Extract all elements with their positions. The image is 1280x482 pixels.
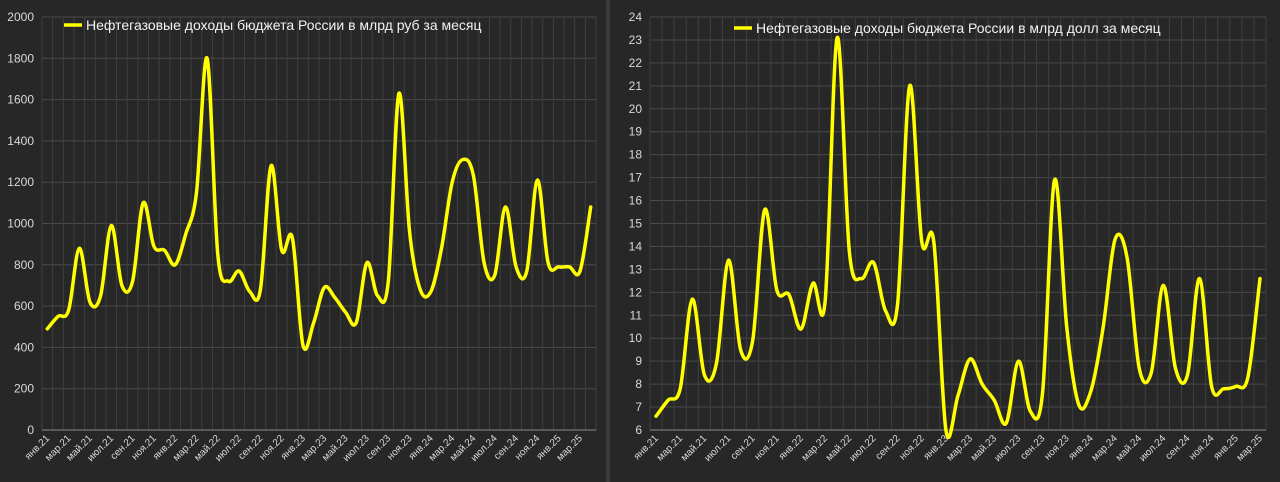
y-tick-label: 6 [635, 423, 642, 437]
x-tick: ноя.22 [897, 433, 927, 463]
x-tick: июл.21 [703, 433, 734, 464]
legend: Нефтегазовые доходы бюджета России в млр… [734, 20, 1161, 36]
x-tick-label: ноя.24 [1187, 433, 1217, 463]
x-tick: ноя.23 [1042, 433, 1072, 463]
y-tick-label: 20 [629, 102, 643, 116]
x-tick-label: сен.22 [874, 433, 903, 462]
x-tick: сен.21 [729, 433, 758, 462]
y-tick-label: 18 [629, 148, 643, 162]
chart-panel-rub: 0 200 400 600 800 1000 1200 1400 1600 1800 2000 янв… [0, 0, 606, 482]
y-tick-label: 1000 [7, 217, 34, 231]
x-tick-label: сен.23 [1018, 433, 1047, 462]
legend-label: Нефтегазовые доходы бюджета России в млр… [756, 20, 1161, 36]
y-tick-label: 1200 [7, 175, 34, 189]
y-tick-label: 400 [14, 340, 34, 354]
y-tick-label: 24 [629, 10, 643, 24]
y-tick-label: 7 [635, 400, 642, 414]
x-tick-label: ноя.22 [897, 433, 927, 463]
y-tick-label: 200 [14, 382, 34, 396]
x-tick-label: июл.24 [1137, 433, 1168, 464]
y-tick-label: 1400 [7, 134, 34, 148]
y-tick-label: 15 [629, 217, 643, 231]
x-tick-label: ноя.23 [1042, 433, 1072, 463]
x-tick-label: ноя.21 [752, 433, 782, 463]
y-tick-label: 13 [629, 262, 643, 276]
x-tick-label: июл.22 [848, 433, 879, 464]
legend-label: Нефтегазовые доходы бюджета России в млр… [86, 17, 482, 33]
y-tick-label: 17 [629, 171, 643, 185]
y-tick-label: 8 [635, 377, 642, 391]
y-tick-label: 800 [14, 258, 34, 272]
y-tick-label: 2000 [7, 10, 34, 24]
x-tick: сен.24 [1163, 433, 1192, 462]
x-tick: мар.25 [1235, 433, 1266, 464]
x-tick: ноя.21 [752, 433, 782, 463]
chart-rub: 0200400600800100012001400160018002000янв… [7, 10, 597, 464]
y-tick-label: 0 [27, 423, 34, 437]
y-tick-label: 11 [630, 308, 643, 322]
x-tick-label: июл.23 [993, 433, 1024, 464]
legend: Нефтегазовые доходы бюджета России в млр… [64, 17, 482, 33]
x-tick-label: июл.21 [703, 433, 734, 464]
x-tick-label: сен.24 [1163, 433, 1192, 462]
x-tick: ноя.24 [1187, 433, 1217, 463]
panel-divider [606, 0, 610, 482]
y-tick-label: 1600 [7, 93, 34, 107]
y-tick-label: 23 [629, 33, 643, 47]
chart-usd: 6789101112131415161718192021222324янв.21… [629, 10, 1267, 464]
series-line [654, 35, 1262, 440]
y-tick-label: 600 [14, 299, 34, 313]
y-tick-label: 12 [629, 285, 643, 299]
y-tick-label: 21 [629, 79, 643, 93]
y-tick-label: 9 [635, 354, 642, 368]
y-tick-label: 19 [629, 125, 643, 139]
x-tick: сен.23 [1018, 433, 1047, 462]
x-tick: июл.24 [1137, 433, 1168, 464]
x-tick-label: мар.25 [1235, 433, 1266, 464]
chart-panel-usd: 6 7 8 9 10 11 12 13 14 15 16 17 18 19 20 21 22 23 24 янв.21… [610, 0, 1280, 482]
y-tick-label: 14 [629, 239, 643, 253]
y-tick-label: 22 [629, 56, 643, 70]
y-tick-label: 10 [629, 331, 643, 345]
x-tick: июл.23 [993, 433, 1024, 464]
y-tick-label: 16 [629, 194, 643, 208]
x-tick: июл.22 [848, 433, 879, 464]
x-tick-label: сен.21 [729, 433, 758, 462]
y-tick-label: 1800 [7, 51, 34, 65]
x-tick: сен.22 [874, 433, 903, 462]
series-line [45, 56, 593, 351]
